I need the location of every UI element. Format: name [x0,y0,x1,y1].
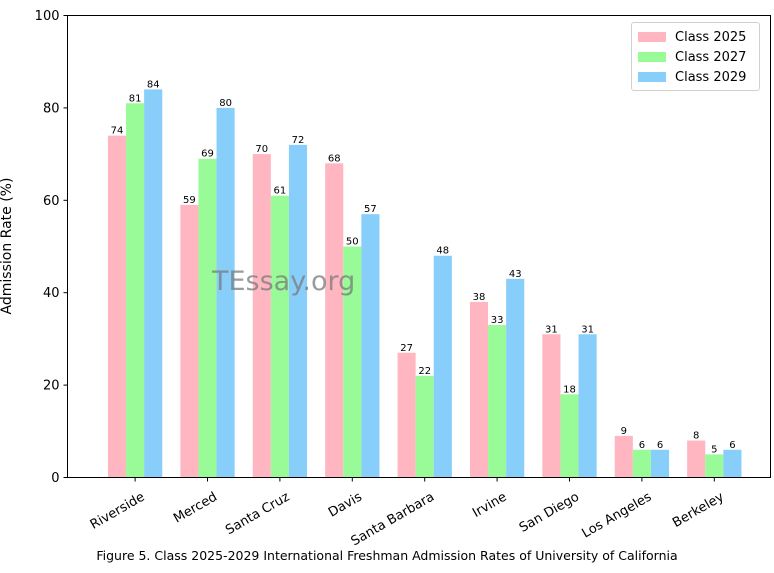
bar-value-label: 9 [621,426,627,437]
bar [469,301,489,478]
bar-value-label: 27 [400,343,413,354]
bar-value-label: 5 [711,444,717,455]
x-tick-label: San Diego [517,490,582,536]
legend-item-class-2029: Class 2029 [638,68,746,86]
y-tick-label: 40 [43,286,60,301]
legend-label: Class 2029 [675,69,747,85]
bar-value-label: 72 [292,135,305,146]
bar-value-label: 8 [693,431,699,442]
bar-value-label: 81 [129,93,142,104]
bar-value-label: 48 [436,246,449,257]
figure-caption: Figure 5. Class 2025-2029 International … [96,548,678,563]
y-tick-label: 20 [43,379,60,394]
legend-swatch [638,52,666,62]
bar-value-label: 59 [183,195,196,206]
bar [687,440,706,478]
legend: Class 2025 Class 2027 Class 2029 [631,22,760,91]
legend-item-class-2025: Class 2025 [638,28,746,46]
bar [325,163,344,478]
bar-value-label: 61 [274,186,287,197]
legend-item-class-2027: Class 2027 [638,48,746,66]
bars-group [107,89,742,478]
x-tick-label: Santa Cruz [223,490,292,539]
bar-value-label: 57 [364,204,377,215]
bar [488,325,507,478]
bar-value-label: 31 [581,324,594,335]
bar [705,454,724,478]
x-tick-label: Los Angeles [580,489,655,541]
watermark: TEssay.org [212,266,356,297]
bar [506,278,525,478]
bar [270,195,289,478]
bar [126,103,145,478]
bar-value-label: 74 [111,126,124,137]
bar [144,89,163,478]
x-tick-label: Berkeley [670,489,727,530]
bar-value-label: 22 [418,366,431,377]
bar [632,449,651,478]
bar-value-label: 6 [657,440,663,451]
bar [343,246,362,478]
value-labels-group: 74 59 70 68 27 38 31 9 8 81 69 61 50 22 33 18 6 5 84 80 72 57… [111,79,736,455]
legend-label: Class 2025 [675,29,747,45]
bar [578,334,597,478]
bar [180,204,199,478]
y-tick-label: 0 [51,471,59,486]
legend-label: Class 2027 [675,49,747,65]
bar-value-label: 68 [328,153,341,164]
bar [415,375,434,478]
x-tick-label: Davis [326,489,365,520]
bar-value-label: 80 [219,98,232,109]
bar [723,449,742,478]
y-tick-label: 60 [43,194,60,209]
bar-value-label: 43 [509,269,522,280]
legend-swatch [638,72,666,82]
bar-value-label: 18 [563,384,576,395]
y-axis: 0 20 40 60 80 100 [35,9,68,486]
plot-frame [67,15,771,478]
bar [433,255,452,478]
x-tick-label: Riverside [88,490,148,533]
bar [288,144,308,478]
bar [107,135,127,478]
bar-value-label: 6 [729,440,735,451]
bar-value-label: 38 [473,292,486,303]
bar [560,394,579,478]
bar-value-label: 33 [491,315,504,326]
bar-value-label: 69 [201,149,214,160]
y-tick-label: 80 [43,101,60,116]
bar [397,352,416,478]
bar [542,334,561,478]
bar-value-label: 31 [545,324,558,335]
bar [216,107,235,478]
bar-value-label: 84 [147,79,160,90]
bar [252,154,271,478]
bar-value-label: 6 [639,440,645,451]
y-tick-label: 100 [35,9,60,24]
bar-value-label: 50 [346,237,359,248]
x-tick-label: Merced [171,490,220,527]
bar [614,435,633,478]
bar [198,158,217,478]
bar [361,214,380,478]
x-tick-label: Irvine [470,490,509,521]
bar [650,449,670,478]
legend-swatch [638,32,666,42]
bar-value-label: 70 [255,144,268,155]
